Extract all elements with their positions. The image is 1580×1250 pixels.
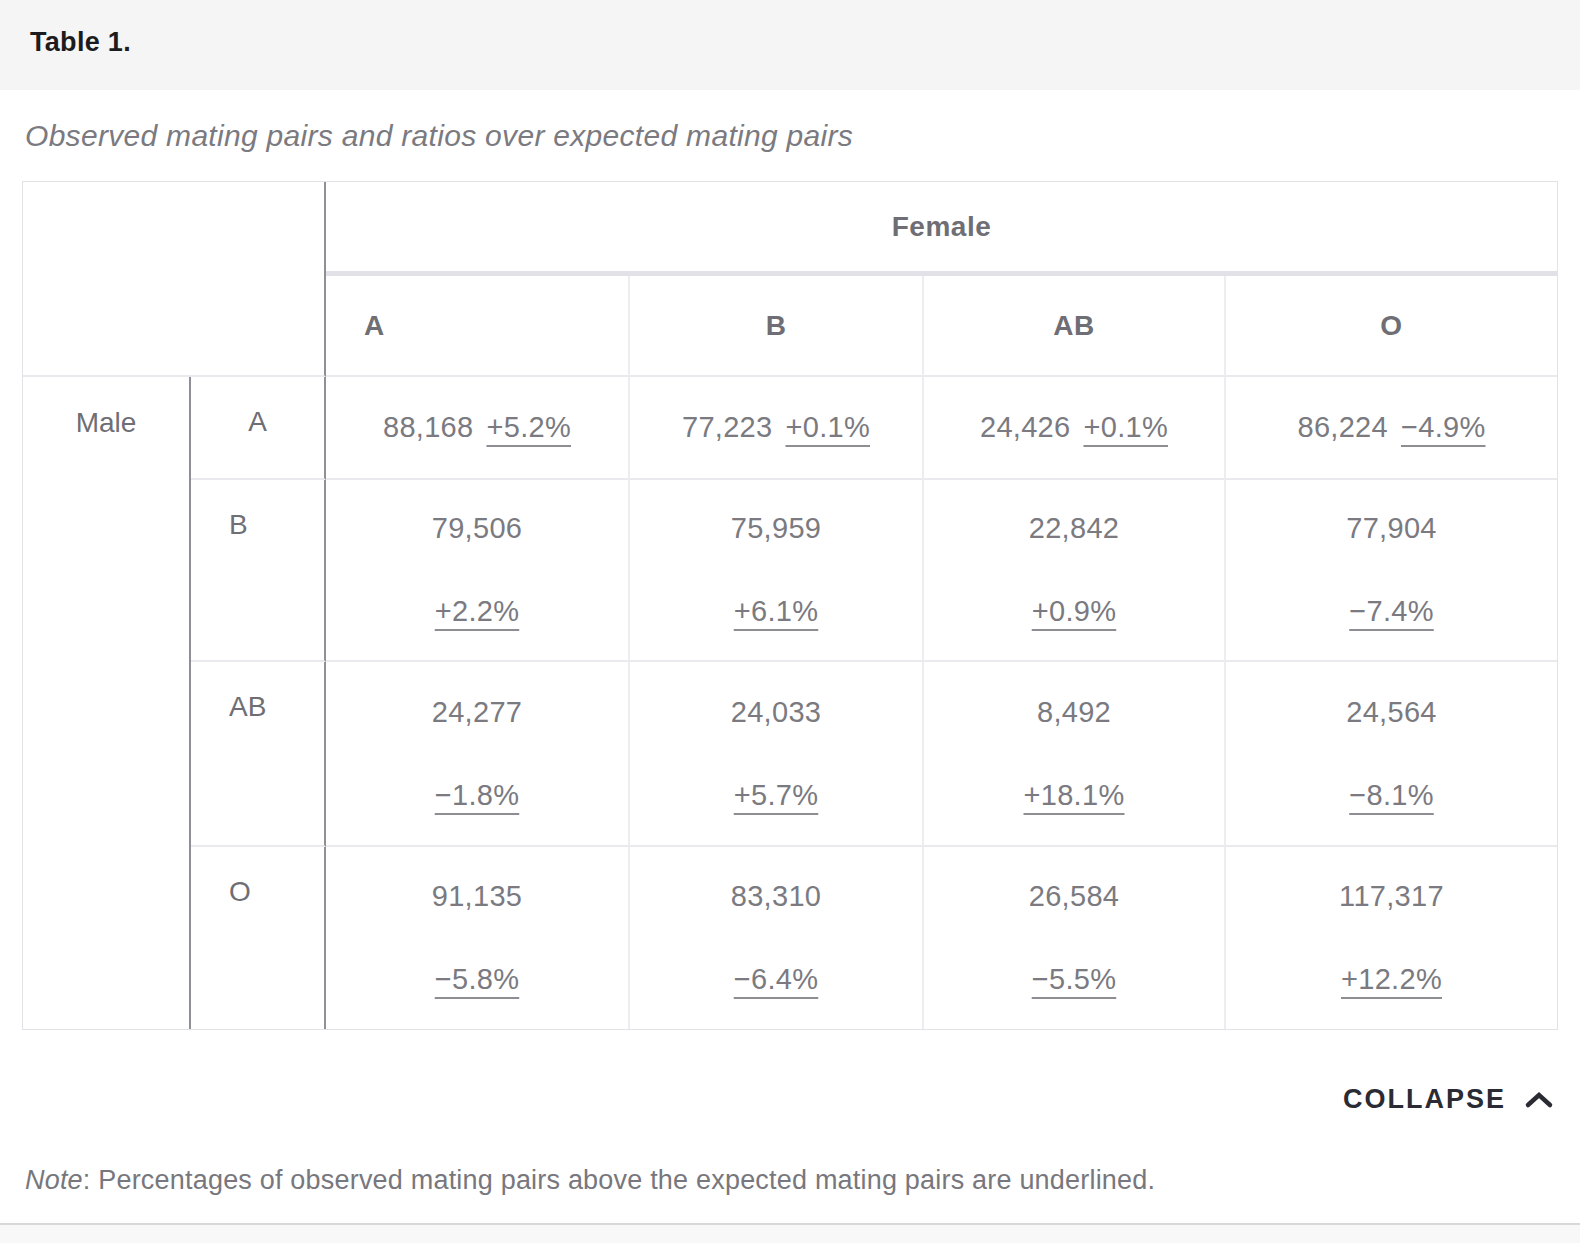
table-cell-a-ab: 24,426 +0.1%: [922, 377, 1224, 480]
table-caption: Observed mating pairs and ratios over ex…: [25, 119, 1580, 153]
cell-count: 117,317: [1339, 880, 1444, 913]
table-cell-ab-ab: 8,492 +18.1%: [922, 662, 1224, 847]
cell-count: 83,310: [731, 880, 822, 913]
row-header-a: A: [191, 377, 326, 480]
cell-percent: +0.9%: [1032, 595, 1117, 628]
corner-cell: [23, 182, 326, 377]
table-note: Note: Percentages of observed mating pai…: [25, 1165, 1580, 1196]
table-cell-b-b: 75,959 +6.1%: [628, 480, 922, 662]
cell-percent: −6.4%: [734, 963, 819, 996]
cell-count: 24,426: [980, 411, 1071, 444]
female-group-header: Female: [326, 182, 1557, 276]
collapse-button[interactable]: COLLAPSE: [1343, 1084, 1554, 1115]
table-cell-b-o: 77,904 −7.4%: [1224, 480, 1557, 662]
table-cell-b-a: 79,506 +2.2%: [326, 480, 628, 662]
bottom-divider: [0, 1223, 1580, 1243]
table-cell-ab-o: 24,564 −8.1%: [1224, 662, 1557, 847]
table-cell-a-b: 77,223 +0.1%: [628, 377, 922, 480]
cell-count: 24,277: [432, 696, 523, 729]
male-group-label: Male: [23, 377, 191, 1029]
cell-count: 77,904: [1346, 512, 1437, 545]
mating-pairs-table: Female A B AB O Male A 88,168 +5.2% 77,2…: [22, 181, 1558, 1030]
cell-count: 91,135: [432, 880, 523, 913]
table-cell-b-ab: 22,842 +0.9%: [922, 480, 1224, 662]
table-cell-o-a: 91,135 −5.8%: [326, 847, 628, 1029]
cell-percent: −5.5%: [1032, 963, 1117, 996]
cell-count: 77,223: [682, 411, 773, 444]
cell-count: 24,033: [731, 696, 822, 729]
cell-percent: −8.1%: [1349, 779, 1434, 812]
cell-percent: −7.4%: [1349, 595, 1434, 628]
column-header-o: O: [1224, 276, 1557, 377]
cell-percent: +6.1%: [734, 595, 819, 628]
cell-percent: +18.1%: [1024, 779, 1125, 812]
table-cell-a-o: 86,224 −4.9%: [1224, 377, 1557, 480]
note-text: : Percentages of observed mating pairs a…: [83, 1165, 1155, 1195]
cell-percent: +0.1%: [1083, 411, 1168, 444]
cell-count: 79,506: [432, 512, 523, 545]
collapse-label: COLLAPSE: [1343, 1084, 1506, 1115]
table-cell-ab-a: 24,277 −1.8%: [326, 662, 628, 847]
cell-count: 86,224: [1297, 411, 1388, 444]
cell-percent: −5.8%: [435, 963, 520, 996]
cell-count: 88,168: [383, 411, 474, 444]
cell-percent: +0.1%: [785, 411, 870, 444]
table-header-bar: Table 1.: [0, 0, 1580, 90]
female-group-label: Female: [892, 211, 992, 243]
cell-percent: +2.2%: [435, 595, 520, 628]
note-prefix: Note: [25, 1165, 83, 1195]
table-number-label: Table 1.: [30, 27, 131, 57]
table-cell-o-ab: 26,584 −5.5%: [922, 847, 1224, 1029]
row-header-b: B: [191, 480, 326, 662]
cell-count: 22,842: [1029, 512, 1120, 545]
cell-percent: −4.9%: [1401, 411, 1486, 444]
cell-percent: −1.8%: [435, 779, 520, 812]
collapse-row: COLLAPSE: [0, 1084, 1580, 1115]
column-header-b: B: [628, 276, 922, 377]
cell-count: 26,584: [1029, 880, 1120, 913]
cell-percent: +5.2%: [486, 411, 571, 444]
table-cell-a-a: 88,168 +5.2%: [326, 377, 628, 480]
cell-percent: +12.2%: [1341, 963, 1442, 996]
row-header-ab: AB: [191, 662, 326, 847]
column-header-a: A: [326, 276, 628, 377]
cell-count: 24,564: [1346, 696, 1437, 729]
table-cell-ab-b: 24,033 +5.7%: [628, 662, 922, 847]
cell-count: 8,492: [1037, 696, 1111, 729]
chevron-up-icon: [1524, 1091, 1554, 1109]
row-header-o: O: [191, 847, 326, 1029]
table-cell-o-o: 117,317 +12.2%: [1224, 847, 1557, 1029]
column-header-ab: AB: [922, 276, 1224, 377]
table-cell-o-b: 83,310 −6.4%: [628, 847, 922, 1029]
cell-count: 75,959: [731, 512, 822, 545]
cell-percent: +5.7%: [734, 779, 819, 812]
